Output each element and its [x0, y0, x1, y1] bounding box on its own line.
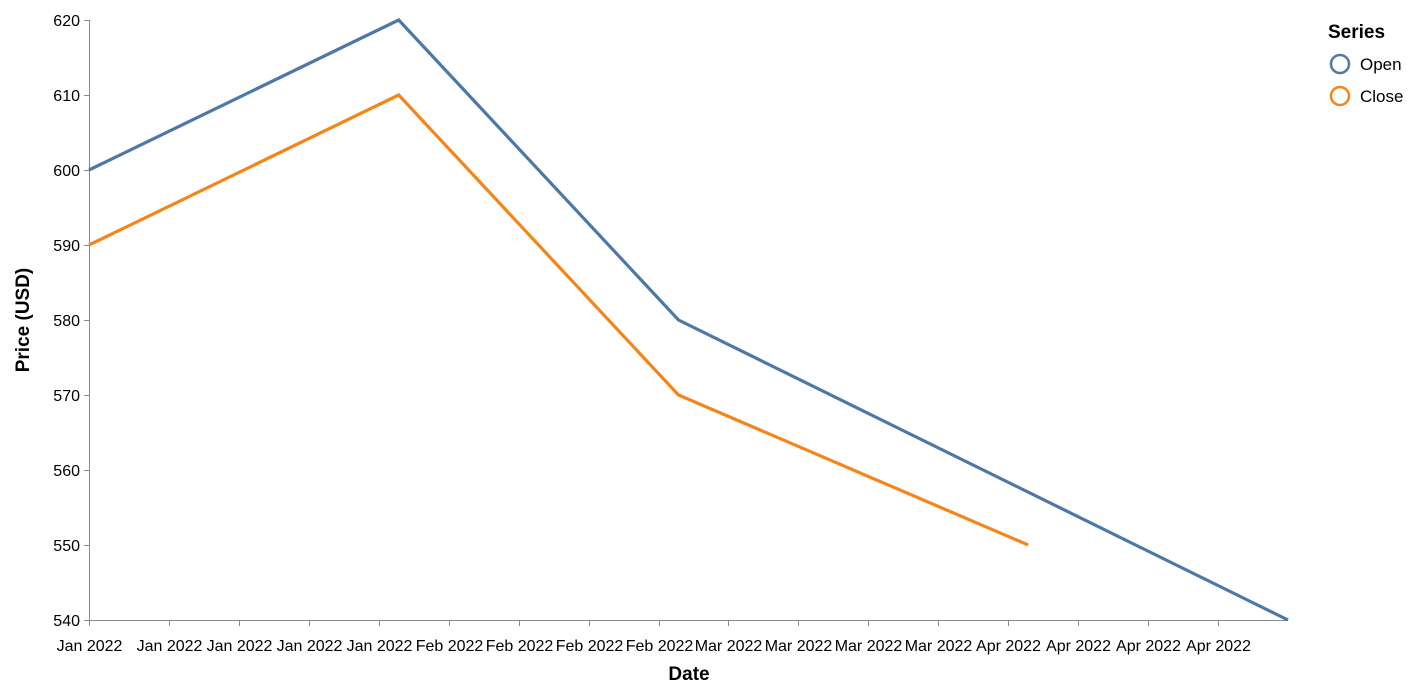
y-tick-label: 620: [53, 13, 80, 30]
x-axis: Jan 2022 Jan 2022 Jan 2022 Jan 2022 Jan 2022…: [57, 620, 1288, 655]
legend-label-close: Close: [1360, 87, 1403, 106]
x-tick-label: Feb 2022: [556, 638, 624, 655]
y-axis: 540 550 560 570 580 590 600 610 620: [53, 13, 90, 630]
legend: Series Open Close: [1328, 22, 1403, 107]
legend-label-open: Open: [1360, 55, 1402, 74]
series-line-close: [88, 93, 1029, 547]
legend-title: Series: [1328, 22, 1385, 43]
x-tick-label: Apr 2022: [976, 638, 1041, 655]
legend-symbol-close: [1329, 85, 1351, 107]
x-axis-title: Date: [668, 664, 709, 685]
y-tick-label: 610: [53, 88, 80, 105]
y-tick-label: 560: [53, 463, 80, 480]
x-tick-label: Feb 2022: [626, 638, 694, 655]
x-tick-label: Mar 2022: [905, 638, 973, 655]
x-tick-label: Mar 2022: [835, 638, 903, 655]
x-tick-label: Apr 2022: [1186, 638, 1251, 655]
x-tick-label: Mar 2022: [765, 638, 833, 655]
x-tick-label: Jan 2022: [347, 638, 413, 655]
y-tick-label: 590: [53, 238, 80, 255]
x-tick-label: Feb 2022: [416, 638, 484, 655]
y-tick-label: 600: [53, 163, 80, 180]
series-layer: [88, 18, 1289, 622]
y-tick-label: 580: [53, 313, 80, 330]
legend-symbol-open: [1329, 53, 1351, 75]
x-tick-label: Feb 2022: [486, 638, 554, 655]
y-tick-label: 540: [53, 613, 80, 630]
x-tick-label: Jan 2022: [277, 638, 343, 655]
x-tick-label: Jan 2022: [57, 638, 123, 655]
x-tick-label: Mar 2022: [695, 638, 763, 655]
x-tick-label: Apr 2022: [1116, 638, 1181, 655]
y-tick-label: 550: [53, 538, 80, 555]
x-tick-label: Jan 2022: [137, 638, 203, 655]
y-axis-title: Price (USD): [13, 268, 34, 373]
y-tick-label: 570: [53, 388, 80, 405]
series-line-open: [88, 18, 1289, 622]
x-tick-label: Jan 2022: [207, 638, 273, 655]
x-tick-label: Apr 2022: [1046, 638, 1111, 655]
